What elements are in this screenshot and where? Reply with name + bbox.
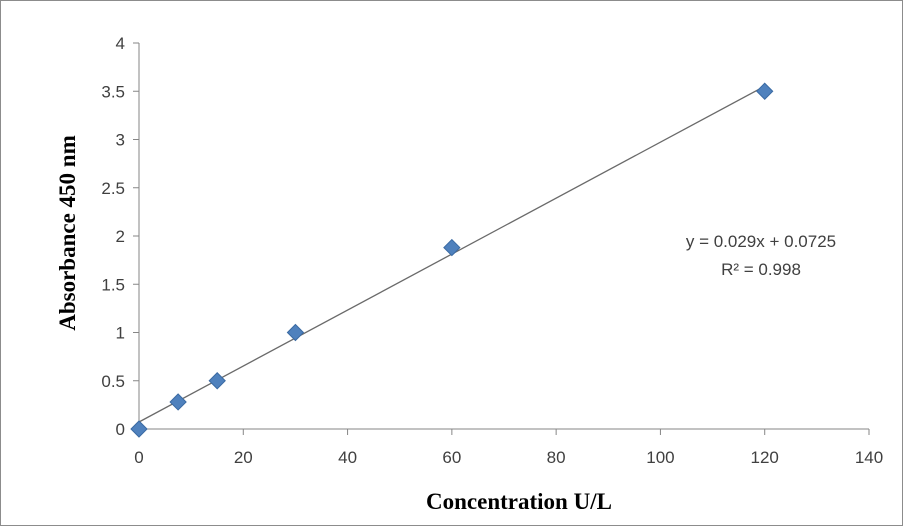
y-tick-label: 1 [116,324,125,343]
data-point [130,420,148,438]
x-tick-labels: 0 20 40 60 80 100 120 140 [134,448,883,467]
data-points [130,82,774,438]
y-tick-label: 2.5 [101,179,125,198]
data-point [443,238,461,257]
y-tick-label: 3.5 [101,82,125,101]
x-tick-label: 100 [646,448,674,467]
y-tick-label: 4 [116,34,125,53]
data-point [286,323,305,342]
x-tick-label: 60 [442,448,461,467]
y-tick-label: 1.5 [101,275,125,294]
r-squared-annotation: R² = 0.998 [721,260,801,279]
x-tick-label: 40 [338,448,357,467]
y-tick-label: 0 [116,420,125,439]
equation-annotation: y = 0.029x + 0.0725 [686,232,836,251]
data-point [756,82,774,100]
y-tick-labels: 0 0.5 1 1.5 2 2.5 3 3.5 4 [101,34,125,439]
data-point [208,372,226,390]
y-tick-label: 2 [116,227,125,246]
y-axis-title: Absorbance 450 nm [55,135,80,331]
x-axis-title: Concentration U/L [426,489,612,514]
y-tick-label: 0.5 [101,372,125,391]
x-tick-label: 140 [855,448,883,467]
x-tick-label: 120 [751,448,779,467]
x-tick-label: 20 [234,448,253,467]
x-tick-label: 0 [134,448,143,467]
y-tick-label: 3 [116,131,125,150]
x-tick-label: 80 [547,448,566,467]
data-point [169,393,187,411]
